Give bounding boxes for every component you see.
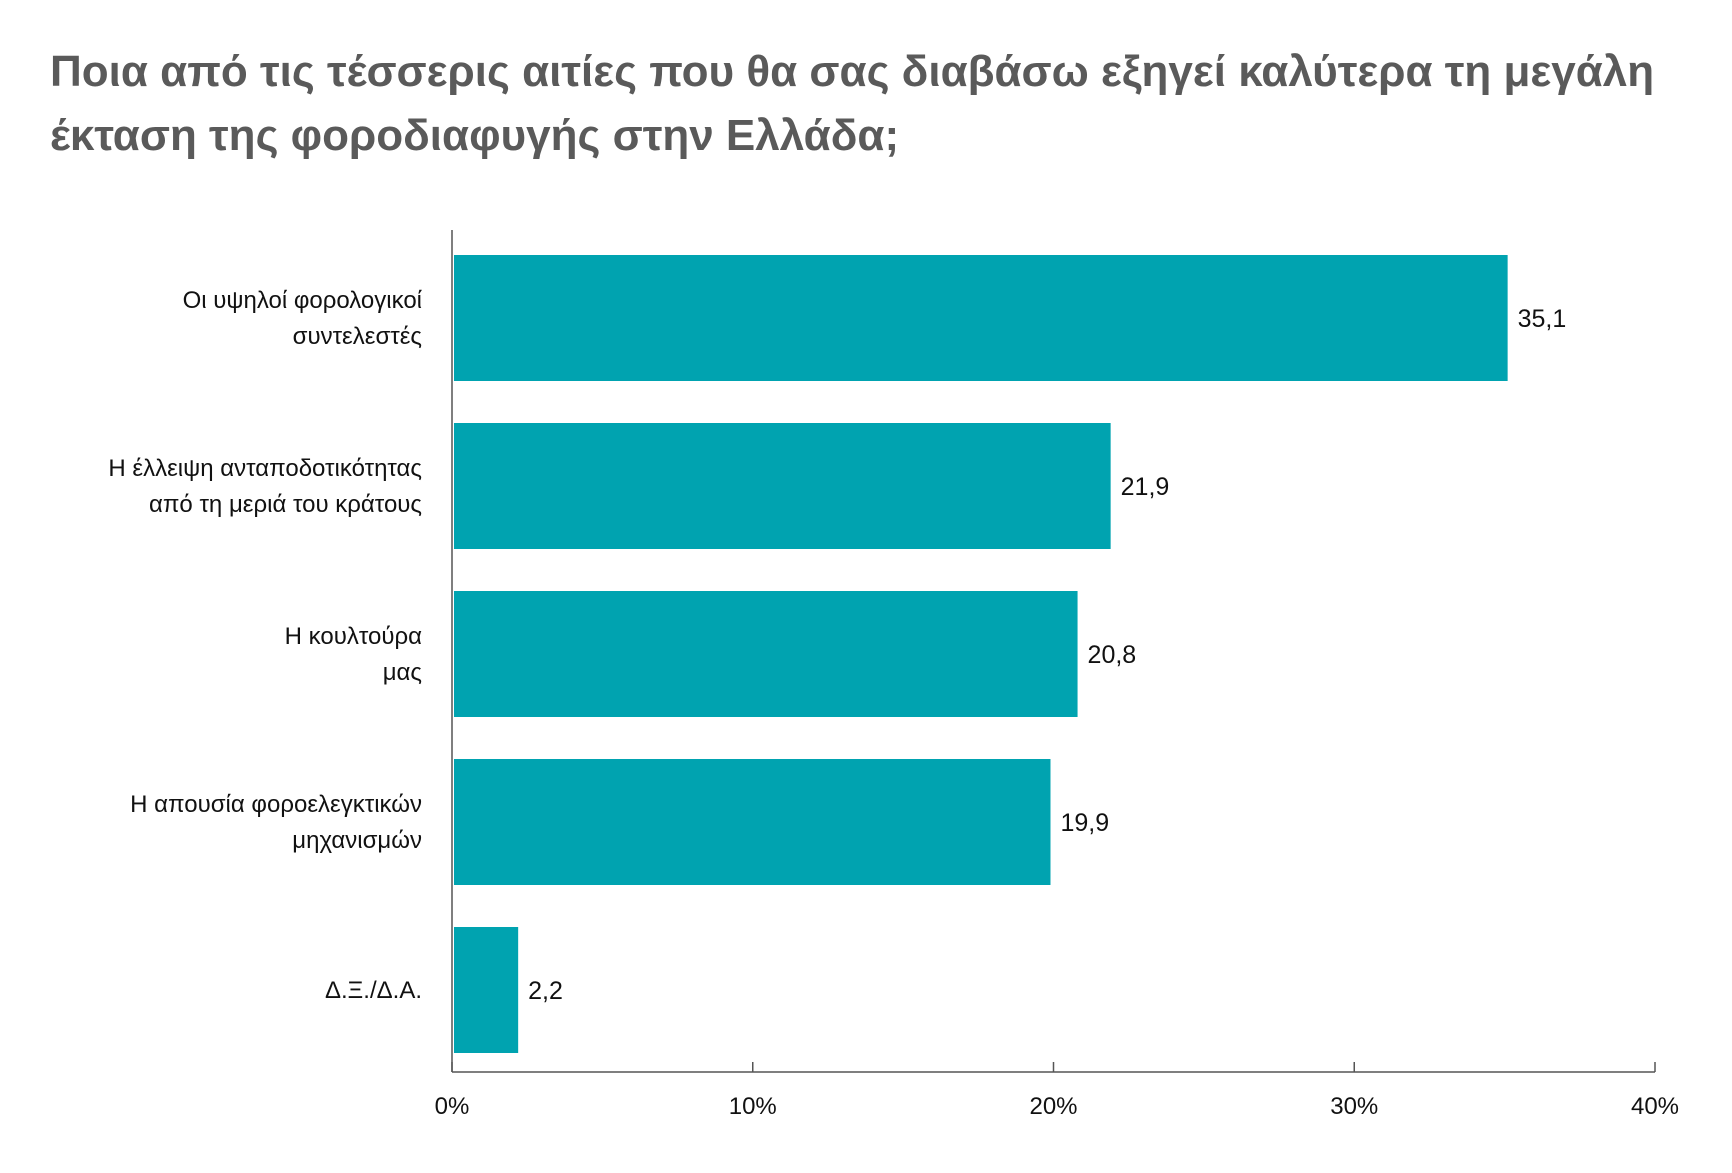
x-axis: 0% 10% 20% 30% 40% [435, 230, 1679, 1120]
x-tick-label: 20% [1029, 1093, 1077, 1120]
category-label: Η απουσία φοροελεγκτικών μηχανισμών [130, 791, 422, 854]
value-label: 21,9 [1121, 473, 1170, 501]
bars-layer: 35,1 21,9 20,8 19,9 2,2 [454, 255, 1566, 1053]
category-label: Οι υψηλοί φορολογικοί συντελεστές [183, 287, 423, 350]
x-tick-label: 40% [1631, 1093, 1679, 1120]
bar [454, 759, 1051, 885]
value-label: 35,1 [1518, 305, 1567, 333]
category-label: Η κουλτούρα μας [285, 623, 422, 686]
value-label: 19,9 [1060, 809, 1109, 837]
category-labels: Οι υψηλοί φορολογικοί συντελεστές Η έλλειψ… [108, 287, 422, 1004]
chart-title: Ποια από τις τέσσερις αιτίες που θα σας … [50, 47, 1655, 160]
bar [454, 927, 519, 1053]
x-tick-label: 10% [729, 1093, 777, 1120]
value-label: 2,2 [528, 977, 563, 1005]
bar [454, 423, 1111, 549]
x-tick-label: 30% [1330, 1093, 1378, 1120]
category-label: Η έλλειψη ανταποδοτικότητας από τη μεριά … [108, 455, 422, 518]
bar [454, 255, 1508, 381]
value-label: 20,8 [1088, 641, 1137, 669]
bar [454, 591, 1078, 717]
category-label: Δ.Ξ./Δ.Α. [325, 977, 422, 1004]
x-tick-label: 0% [435, 1093, 470, 1120]
